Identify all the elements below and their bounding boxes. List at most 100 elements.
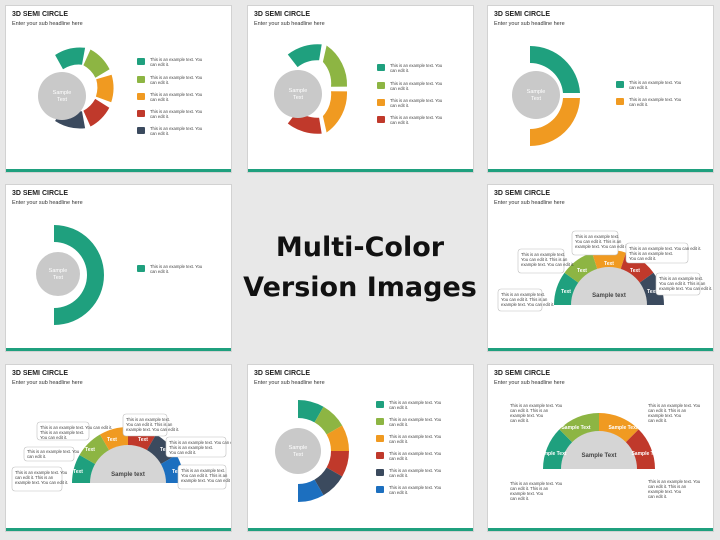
slide-thumbnail-6[interactable]: 3D SEMI CIRCLE Enter your sub headline h… <box>5 364 232 532</box>
svg-text:example text. You: example text. You <box>648 489 682 494</box>
semi-circle-chart: Sample Text This is an example text. You… <box>36 225 203 325</box>
svg-text:This is an example text. You: This is an example text. You <box>629 97 682 102</box>
legend: This is an example text. You can edit it… <box>376 400 442 495</box>
slide-thumbnail-2[interactable]: 3D SEMI CIRCLE Enter your sub headline h… <box>247 5 474 173</box>
svg-text:example text. You: example text. You <box>510 413 544 418</box>
svg-text:This is an example text. You: This is an example text. You <box>390 115 443 120</box>
svg-text:can edit it.: can edit it. <box>389 456 408 461</box>
svg-text:example text. You can edit it.: example text. You can edit it. <box>659 286 712 291</box>
svg-text:This is an example text.: This is an example text. <box>659 276 703 281</box>
svg-text:Text: Text <box>53 275 64 281</box>
svg-text:Sample text: Sample text <box>111 472 145 478</box>
segment-teal <box>287 44 322 68</box>
slide-thumbnail-1[interactable]: 3D SEMI CIRCLE Enter your sub headline h… <box>5 5 232 173</box>
segment-orange <box>530 98 580 147</box>
center-disc <box>274 70 322 118</box>
center-disc <box>38 72 86 120</box>
svg-text:can edit it.: can edit it. <box>150 62 169 67</box>
legend: This is an example text. You can edit it… <box>137 57 203 136</box>
svg-text:can edit it.: can edit it. <box>389 439 408 444</box>
legend-item-1: This is an example text. You <box>150 57 203 62</box>
slide-title: 3D SEMI CIRCLE <box>494 11 551 18</box>
svg-text:can edit it.: can edit it. <box>390 86 409 91</box>
svg-text:can edit it.: can edit it. <box>389 405 408 410</box>
accent-bar <box>488 528 713 531</box>
svg-text:This is an example text. You: This is an example text. You <box>389 417 442 422</box>
main-heading-line1: Multi-Color <box>275 232 445 263</box>
slide-title: 3D SEMI CIRCLE <box>254 11 311 18</box>
accent-bar <box>6 528 231 531</box>
svg-text:can edit it.: can edit it. <box>510 496 529 501</box>
slide-thumbnail-5[interactable]: 3D SEMI CIRCLE Enter your sub headline h… <box>487 184 714 352</box>
slide-title: 3D SEMI CIRCLE <box>494 190 551 197</box>
slide-title: 3D SEMI CIRCLE <box>12 190 69 197</box>
segment-red <box>83 98 110 127</box>
slide-title: 3D SEMI CIRCLE <box>12 370 69 377</box>
svg-text:This is an example text. You: This is an example text. You <box>629 80 682 85</box>
segment-teal <box>54 225 104 325</box>
slide-title: 3D SEMI CIRCLE <box>254 370 311 377</box>
svg-text:This is an example text. You: This is an example text. You <box>510 403 563 408</box>
svg-text:Sample Text: Sample Text <box>631 451 660 457</box>
svg-text:You can edit it. This is an: You can edit it. This is an <box>501 297 548 302</box>
svg-text:Sample Text: Sample Text <box>582 453 617 459</box>
svg-text:This is an example text. You: This is an example text. You <box>389 485 442 490</box>
svg-text:can edit it.: can edit it. <box>390 103 409 108</box>
slide-subtitle: Enter your sub headline here <box>12 380 83 386</box>
svg-text:example text. You can edit it.: example text. You can edit it. <box>501 302 554 307</box>
svg-text:example text. You: example text. You <box>648 413 682 418</box>
svg-text:This is an example text. You: This is an example text. You <box>15 470 68 475</box>
svg-text:This is an example text. You: This is an example text. You <box>389 451 442 456</box>
svg-text:Text: Text <box>577 268 587 274</box>
slide-thumbnail-4[interactable]: 3D SEMI CIRCLE Enter your sub headline h… <box>5 184 232 352</box>
svg-text:can edit it.: can edit it. <box>150 131 169 136</box>
svg-text:This is an example text. You: This is an example text. You <box>390 63 443 68</box>
slide-thumbnail-7[interactable]: 3D SEMI CIRCLE Enter your sub headline h… <box>247 364 474 532</box>
svg-text:can edit it.: can edit it. <box>510 418 529 423</box>
svg-text:You can edit it. This is an: You can edit it. This is an <box>659 281 706 286</box>
svg-text:Text: Text <box>293 452 304 458</box>
svg-text:You can edit it.: You can edit it. <box>169 450 196 455</box>
svg-text:example text. You: example text. You <box>510 491 544 496</box>
slide-title: 3D SEMI CIRCLE <box>12 11 69 18</box>
svg-text:Text: Text <box>138 437 148 443</box>
slide-subtitle: Enter your sub headline here <box>254 21 325 27</box>
svg-text:can edit it.: can edit it. <box>150 114 169 119</box>
svg-text:This is an example text.: This is an example text. <box>169 445 213 450</box>
segment-teal <box>530 45 580 93</box>
svg-text:This is an example text. You: This is an example text. You <box>389 468 442 473</box>
svg-text:example text. You can edit it.: example text. You can edit it. <box>575 244 628 249</box>
svg-text:You can edit it. This is an: You can edit it. This is an <box>575 239 622 244</box>
center-label-1: Sample <box>53 90 72 96</box>
semi-circle-chart: Sample Text This is an example text. You… <box>512 45 682 147</box>
segment-orange <box>322 91 348 133</box>
svg-text:This is an example text.: This is an example text. <box>501 292 545 297</box>
svg-text:This is an example text.: This is an example text. <box>40 430 84 435</box>
svg-text:This is an example text. You: This is an example text. You <box>389 434 442 439</box>
legend-item-5: This is an example text. You <box>150 126 203 131</box>
accent-bar <box>488 348 713 351</box>
svg-text:You can edit it. This is an: You can edit it. This is an <box>126 422 173 427</box>
svg-text:This is an example text. You c: This is an example text. You can edit it… <box>629 246 701 251</box>
legend: This is an example text. You can edit it… <box>616 80 682 107</box>
svg-text:This is an example text. You: This is an example text. You <box>648 403 701 408</box>
svg-text:example text. You can edit it.: example text. You can edit it. <box>181 478 232 483</box>
legend-item-2: This is an example text. You <box>150 75 203 80</box>
svg-text:This is an example text.: This is an example text. <box>181 468 225 473</box>
semi-circle-chart: Sample Text Sample Text Sample Text Samp… <box>510 403 701 501</box>
svg-text:Text: Text <box>561 289 571 295</box>
slide-thumbnail-8[interactable]: 3D SEMI CIRCLE Enter your sub headline h… <box>487 364 714 532</box>
svg-text:Sample: Sample <box>289 88 308 94</box>
semi-circle-chart: Sample Text This is an example text. You… <box>38 47 203 136</box>
svg-text:example text. You can edit it.: example text. You can edit it. <box>15 480 68 485</box>
svg-text:can edit it.: can edit it. <box>390 68 409 73</box>
svg-text:can edit it.: can edit it. <box>150 97 169 102</box>
accent-bar <box>248 169 473 172</box>
slide-thumbnail-3[interactable]: 3D SEMI CIRCLE Enter your sub headline h… <box>487 5 714 173</box>
half-disc-label: Sample text <box>592 293 626 299</box>
center-label-2: Text <box>57 97 68 103</box>
svg-text:Text: Text <box>107 437 117 443</box>
segment-green <box>83 49 110 78</box>
svg-text:Text: Text <box>293 95 304 101</box>
svg-text:can edit it.: can edit it. <box>390 120 409 125</box>
